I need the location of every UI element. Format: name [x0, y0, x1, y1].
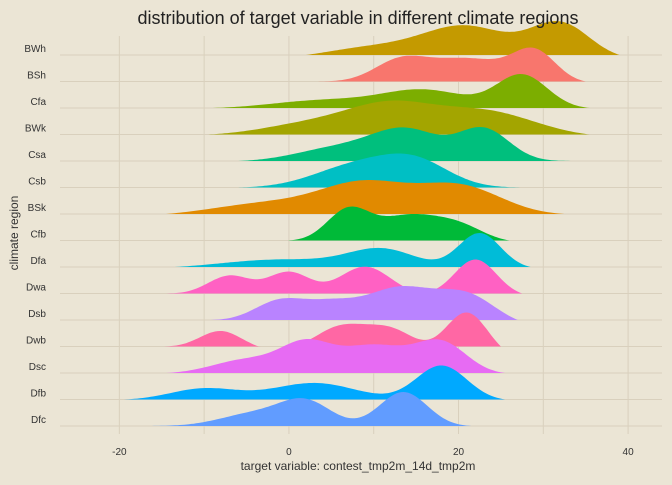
y-category-label: Dsc — [29, 362, 46, 373]
x-tick-label: 40 — [623, 447, 635, 458]
ridge-cfb — [216, 206, 510, 241]
y-axis-label: climate region — [7, 196, 21, 271]
ridge-csa — [238, 127, 573, 161]
chart-title: distribution of target variable in diffe… — [138, 8, 579, 28]
y-category-label: Cfb — [30, 230, 46, 241]
ridge-dsb — [191, 286, 518, 320]
y-category-label: Dfc — [31, 415, 46, 426]
x-tick-label: 0 — [286, 447, 292, 458]
ridge-cfa — [212, 74, 590, 108]
y-category-label: Csa — [28, 150, 46, 161]
x-tick-label: 20 — [453, 447, 465, 458]
ridge-bwk — [208, 100, 590, 135]
ridge-bsh — [310, 47, 586, 82]
y-category-label: Cfa — [30, 97, 46, 108]
ridge-dfc — [144, 392, 472, 426]
ridge-csb — [238, 153, 523, 188]
y-category-label: BWh — [24, 44, 46, 55]
y-category-label: BSh — [27, 71, 46, 82]
y-category-label: Dwa — [26, 283, 46, 294]
y-category-label: Csb — [28, 177, 46, 188]
ridges — [123, 21, 620, 426]
x-tick-labels: -20 0 20 40 — [112, 447, 634, 458]
x-tick-label: -20 — [112, 447, 127, 458]
ridge-dsc — [166, 339, 506, 373]
ridge-bwh — [305, 21, 620, 55]
y-category-label: Dwb — [26, 336, 46, 347]
x-axis-label: target variable: contest_tmp2m_14d_tmp2m — [241, 459, 476, 473]
y-category-label: Dsb — [28, 309, 46, 320]
y-category-label: Dfb — [30, 389, 46, 400]
ridge-dwa — [166, 259, 523, 294]
ridge-dfb — [123, 365, 506, 400]
y-category-labels: BWh BSh Cfa BWk Csa Csb BSk Cfb Dfa Dwa Dsb Dwb Dsc D… — [24, 44, 47, 426]
y-category-label: BWk — [25, 124, 47, 135]
y-category-label: BSk — [28, 203, 47, 214]
y-category-label: Dfa — [30, 256, 46, 267]
ridge-dfa — [174, 233, 531, 267]
ridge-bsk — [166, 180, 565, 214]
ridge-dwb — [161, 312, 501, 347]
